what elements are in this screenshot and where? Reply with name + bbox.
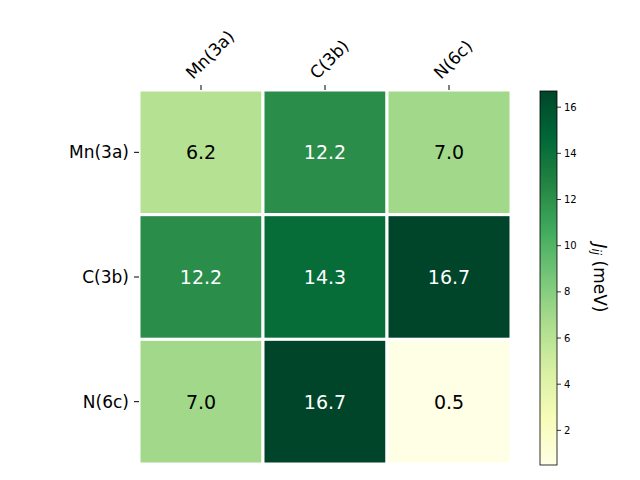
colorbar-tick	[557, 291, 561, 292]
label-symbol: J	[590, 240, 610, 248]
heatmap-cell	[139, 339, 263, 464]
colorbar-tick-label: 8	[564, 286, 570, 297]
tick-mark	[325, 85, 326, 90]
heatmap-cell	[263, 90, 387, 215]
data-label: 14.3	[304, 266, 346, 288]
heatmap-cell	[387, 90, 511, 215]
colorbar-tick	[557, 199, 561, 200]
colorbar-tick-label: 2	[564, 425, 570, 436]
colorbar-label: Jij (meV)	[589, 240, 610, 312]
colorbar-tick	[557, 338, 561, 339]
heatmap-cell	[139, 215, 263, 340]
colorbar	[540, 91, 557, 465]
colorbar-tick-label: 10	[564, 240, 577, 251]
heatmap-cell	[263, 339, 387, 464]
colorbar-tick	[557, 107, 561, 108]
data-label: 7.0	[434, 141, 464, 163]
tick-mark	[134, 152, 139, 153]
tick-mark	[134, 401, 139, 402]
colorbar-tick	[557, 245, 561, 246]
tick-mark	[201, 85, 202, 90]
data-label: 6.2	[186, 141, 216, 163]
heatmap-cell	[263, 215, 387, 340]
colorbar-tick-label: 14	[564, 148, 577, 159]
colorbar-tick	[557, 430, 561, 431]
colorbar-tick-label: 16	[564, 102, 577, 113]
data-label: 7.0	[186, 391, 216, 413]
colorbar-tick-label: 4	[564, 379, 570, 390]
tick-mark	[134, 277, 139, 278]
tick-label: Mn(3a)	[69, 142, 129, 162]
chart: 6.2 12.2 7.0 12.2 14.3 16.7 7.0 16.7 0.5 Mn(3a) C(…	[0, 0, 640, 480]
data-label: 12.2	[180, 266, 222, 288]
label-unit: (meV)	[590, 255, 610, 312]
tick-label: Mn(3a)	[182, 26, 239, 83]
tick-label: N(6c)	[430, 36, 477, 83]
data-label: 16.7	[428, 266, 470, 288]
data-label: 12.2	[304, 141, 346, 163]
colorbar-tick-label: 6	[564, 333, 570, 344]
data-label: 16.7	[304, 391, 346, 413]
tick-label: N(6c)	[83, 392, 129, 412]
colorbar-tick	[557, 153, 561, 154]
heatmap-cell	[387, 215, 511, 340]
data-label: 0.5	[434, 391, 464, 413]
tick-mark	[449, 85, 450, 90]
heatmap-cell	[139, 90, 263, 215]
colorbar-tick	[557, 384, 561, 385]
cells	[139, 90, 511, 464]
tick-label: C(3b)	[82, 267, 129, 287]
tick-label: C(3b)	[306, 36, 353, 83]
heatmap-cell	[387, 339, 511, 464]
colorbar-tick-label: 12	[564, 194, 577, 205]
